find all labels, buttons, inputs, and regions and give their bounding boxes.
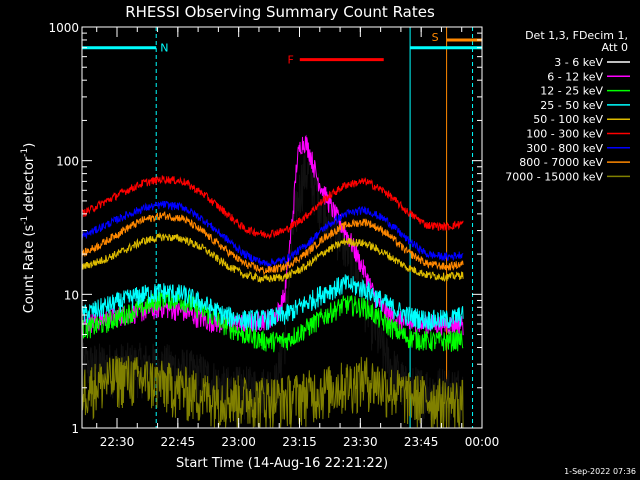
legend-entry-label: 100 - 300 keV bbox=[526, 128, 603, 141]
series-line bbox=[82, 274, 464, 331]
legend-entry-label: 800 - 7000 keV bbox=[519, 156, 603, 169]
chart-title: RHESSI Observing Summary Count Rates bbox=[125, 3, 435, 21]
interval-label: F bbox=[287, 54, 293, 67]
y-tick-label: 1 bbox=[71, 422, 79, 436]
y-axis-label: Count Rate (s-1 detector-1) bbox=[20, 143, 37, 314]
legend-title-line-2: Att 0 bbox=[602, 41, 628, 54]
series-line bbox=[82, 200, 464, 267]
y-axis: 1 10 100 1000 bbox=[48, 21, 482, 436]
legend-entry-label: 7000 - 15000 keV bbox=[505, 170, 603, 183]
interval-label: S bbox=[432, 31, 439, 44]
timestamp: 1-Sep-2022 07:36 bbox=[564, 467, 636, 476]
plot-area: N F S bbox=[82, 27, 482, 428]
series-line bbox=[82, 355, 464, 428]
series-line bbox=[82, 211, 464, 276]
y-tick-label: 1000 bbox=[48, 21, 79, 35]
x-tick-label: 22:45 bbox=[161, 435, 196, 449]
series-layer bbox=[82, 134, 464, 428]
legend-entry-label: 3 - 6 keV bbox=[554, 56, 603, 69]
plot-frame bbox=[81, 26, 483, 429]
x-tick-label: 00:00 bbox=[465, 435, 500, 449]
series-line bbox=[82, 288, 464, 353]
legend-title-line-1: Det 1,3, FDecim 1, bbox=[525, 29, 628, 42]
legend-entry-label: 12 - 25 keV bbox=[540, 85, 603, 98]
legend-entry-label: 6 - 12 keV bbox=[547, 70, 603, 83]
x-tick-label: 23:00 bbox=[221, 435, 256, 449]
series-line bbox=[82, 175, 464, 240]
interval-layer: N F S bbox=[82, 27, 482, 428]
x-axis: 22:30 22:45 23:00 23:15 23:30 23:45 00:00 bbox=[96, 27, 500, 449]
x-tick-label: 23:15 bbox=[282, 435, 317, 449]
legend-entry-label: 25 - 50 keV bbox=[540, 99, 603, 112]
x-axis-label: Start Time (14-Aug-16 22:21:22) bbox=[176, 456, 388, 471]
y-tick-label: 10 bbox=[64, 288, 79, 302]
series-line bbox=[82, 232, 464, 284]
legend-entry-label: 300 - 800 keV bbox=[526, 142, 603, 155]
y-tick-label: 100 bbox=[56, 155, 79, 169]
x-tick-label: 23:45 bbox=[404, 435, 439, 449]
x-tick-label: 22:30 bbox=[100, 435, 135, 449]
interval-label: N bbox=[160, 42, 168, 55]
x-tick-label: 23:30 bbox=[343, 435, 378, 449]
legend-entry-label: 50 - 100 keV bbox=[533, 113, 603, 126]
